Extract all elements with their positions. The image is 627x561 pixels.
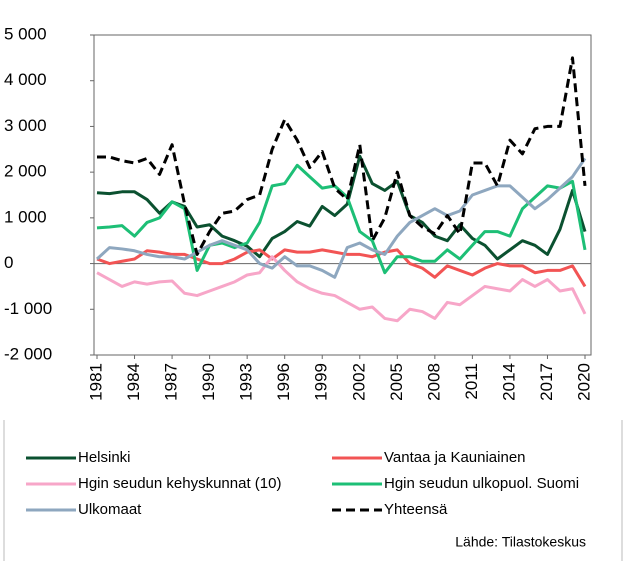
x-tick-label: 1981 (86, 363, 105, 401)
legend-label: Yhteensä (384, 501, 448, 518)
x-tick-label: 2002 (349, 363, 368, 401)
x-tick-label: 2014 (499, 363, 518, 401)
y-tick-label: 2 000 (4, 162, 47, 181)
source: Lähde: Tilastokeskus (455, 534, 586, 550)
y-tick-label: 4 000 (4, 70, 47, 89)
series-line (96, 163, 587, 275)
plot-frame (93, 34, 592, 356)
x-tick-label: 2017 (537, 363, 556, 401)
y-tick-label: -1 000 (4, 299, 52, 318)
y-tick-label: 3 000 (4, 116, 47, 135)
x-tick-label: 1984 (124, 363, 143, 401)
x-tick-label: 2020 (574, 363, 593, 401)
series-line (96, 248, 587, 288)
series-line (96, 255, 587, 323)
x-tick-label: 2011 (462, 363, 481, 400)
y-tick-label: 5 000 (4, 24, 47, 43)
x-tick-label: 1990 (199, 363, 218, 401)
legend-label: Hgin seudun kehyskunnat (10) (78, 475, 281, 492)
y-tick-label: 0 (4, 253, 13, 272)
x-tick-label: 1993 (237, 363, 256, 401)
x-tick-label: 2008 (424, 363, 443, 401)
x-tick-label: 1996 (274, 363, 293, 401)
series-line (96, 154, 587, 261)
x-tick-label: 1987 (162, 363, 181, 401)
x-tick-label: 1999 (312, 363, 331, 401)
x-tick-label: 2005 (387, 363, 406, 401)
y-tick-label: 1 000 (4, 207, 47, 226)
legend-label: Ulkomaat (78, 501, 142, 518)
legend-label: Vantaa ja Kauniainen (384, 449, 526, 466)
series-line (97, 56, 587, 256)
series-line (95, 157, 587, 279)
y-tick-label: -2 000 (4, 344, 52, 363)
legend-label: Hgin seudun ulkopuol. Suomi (384, 475, 579, 492)
legend-label: Helsinki (78, 449, 131, 466)
